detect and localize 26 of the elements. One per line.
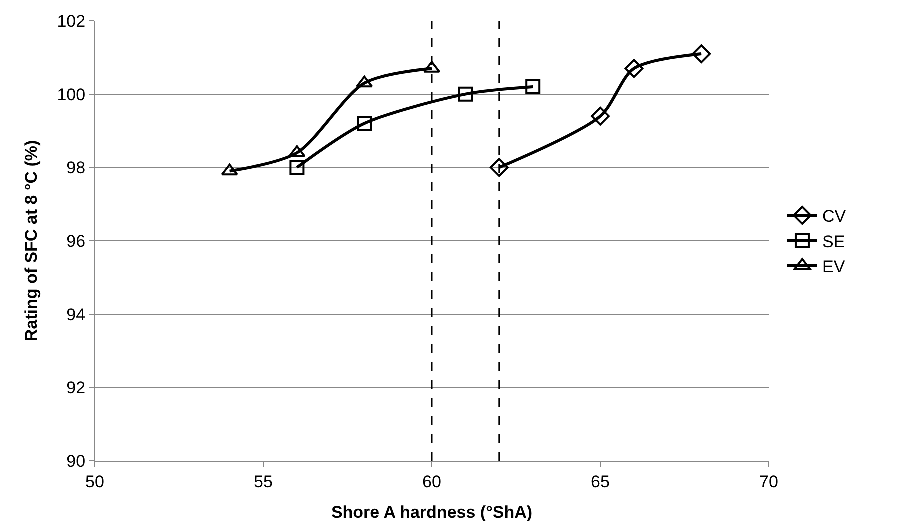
point bbox=[490, 158, 509, 178]
y-tick-label: 102 bbox=[57, 12, 86, 31]
point bbox=[526, 80, 541, 94]
point bbox=[458, 86, 474, 102]
y-tick-label: 92 bbox=[66, 378, 86, 398]
point bbox=[221, 164, 238, 176]
legend-label: CV bbox=[822, 207, 847, 226]
point bbox=[290, 160, 305, 176]
x-tick-label: 50 bbox=[86, 472, 104, 492]
y-tick-label: 100 bbox=[57, 85, 86, 104]
y-tick-label: 98 bbox=[66, 158, 86, 178]
x-tick-label: 70 bbox=[760, 472, 778, 492]
point bbox=[591, 106, 610, 126]
y-tick-label: 96 bbox=[66, 232, 86, 251]
point bbox=[624, 59, 644, 78]
y-tick-label: 90 bbox=[66, 452, 86, 471]
x-tick-label: 60 bbox=[422, 472, 442, 492]
legend-label: EV bbox=[822, 257, 846, 276]
point bbox=[692, 44, 712, 64]
y-axis-title: Rating of SFC at 8 °C (%) bbox=[22, 140, 41, 342]
legend-label: SE bbox=[822, 232, 846, 252]
x-axis-title: Shore A hardness (°ShA) bbox=[331, 502, 533, 522]
point bbox=[357, 116, 372, 132]
x-tick-label: 65 bbox=[591, 472, 610, 492]
y-tick-label: 94 bbox=[66, 305, 86, 324]
x-tick-label: 55 bbox=[254, 472, 273, 492]
